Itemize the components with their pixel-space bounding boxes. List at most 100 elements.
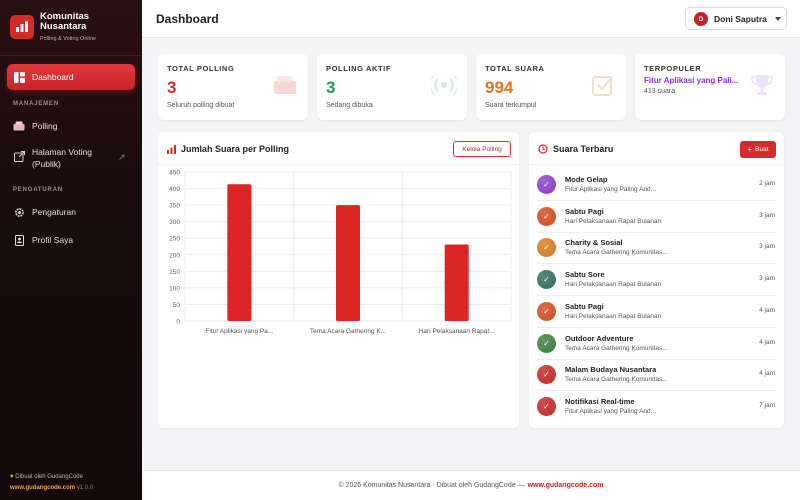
plus-icon: +	[747, 145, 753, 154]
kelola-polling-button[interactable]: Kelola Polling	[453, 141, 511, 157]
gear-icon	[13, 206, 25, 218]
vote-list-item[interactable]: ✓ Sabtu Pagi Hari Pelaksanaan Rapat Bulana…	[537, 297, 776, 328]
sidebar-item-dashboard-content[interactable]: Dashboard	[13, 71, 74, 83]
y-tick-label: 50	[173, 302, 181, 309]
chart-card-header: Jumlah Suara per Polling	[167, 144, 289, 154]
vote-option-title: Sabtu Pagi	[565, 206, 604, 216]
trophy-icon	[749, 74, 775, 96]
vote-time: 3 jam	[759, 243, 775, 251]
vote-list-item[interactable]: ✓ Sabtu Pagi Hari Pelaksanaan Rapat Bulana…	[537, 202, 776, 233]
bar-chart-icon	[167, 144, 176, 154]
box-icon	[13, 120, 25, 132]
check-icon: ✓	[537, 270, 556, 290]
y-tick-label: 450	[169, 170, 180, 177]
stat-card-total-suara: TOTAL SUARA 994 Suara terkumpul	[476, 54, 626, 120]
vote-option-title: Malam Budaya Nusantara	[565, 365, 657, 375]
section-manajemen: MANAJEMEN	[13, 101, 59, 107]
check-icon: ✓	[537, 365, 556, 385]
votes-card-title: Suara Terbaru	[553, 144, 614, 154]
sidebar-item-profil[interactable]: Profil Saya	[13, 234, 73, 246]
id-card-icon	[13, 234, 25, 246]
brand-name: Komunitas Nusantara	[40, 11, 90, 32]
vote-list-item[interactable]: ✓ Charity & Sosial Tema Acara Gathering Ko…	[537, 233, 776, 265]
stat-label: TOTAL SUARA	[485, 64, 545, 73]
vote-option-title: Charity & Sosial	[565, 238, 623, 248]
dashboard-icon	[13, 71, 25, 83]
sidebar-credit-text: Dibuat oleh GudangCode	[15, 474, 83, 480]
vote-list-item[interactable]: ✓ Malam Budaya Nusantara Tema Acara Gather…	[537, 360, 776, 392]
x-tick-label: Tema Acara Gathering K...	[310, 328, 386, 335]
vote-poll-name: Tema Acara Gathering Komunitas...	[565, 376, 668, 384]
user-menu-button[interactable]: D Doni Saputra	[685, 7, 787, 30]
sidebar-item-label: Pengaturan	[32, 207, 76, 217]
vote-list-item[interactable]: ✓ Mode Gelap Fitur Aplikasi yang Paling An…	[537, 170, 776, 201]
vote-time: 2 jam	[759, 180, 775, 187]
clock-icon	[538, 144, 548, 154]
vote-option-title: Sabtu Sore	[565, 270, 605, 280]
page-title: Dashboard	[156, 12, 219, 26]
stat-label: POLLING AKTIF	[326, 64, 392, 73]
vote-list-item[interactable]: ✓ Outdoor Adventure Tema Acara Gathering K…	[537, 329, 776, 360]
chart-bar	[336, 205, 360, 321]
vote-poll-name: Tema Acara Gathering Komunitas...	[565, 249, 668, 257]
footer-text: © 2026 Komunitas Nusantara · Dibuat oleh…	[338, 482, 525, 489]
chart-card: Jumlah Suara per Polling Kelola Polling …	[158, 132, 519, 428]
vote-poll-name: Hari Pelaksanaan Rapat Bulanan	[565, 281, 662, 289]
votes-card-header: Suara Terbaru	[538, 144, 613, 154]
stat-card-terpopuler: TERPOPULER Fitur Aplikasi yang Pali... 4…	[635, 54, 785, 120]
box-icon	[272, 74, 298, 96]
checkbox-icon	[590, 74, 616, 96]
vote-option-title: Mode Gelap	[565, 175, 608, 184]
vote-time: 3 jam	[759, 275, 775, 283]
chart-bar	[227, 184, 252, 321]
chart-card-title: Jumlah Suara per Polling	[181, 144, 290, 154]
y-tick-label: 200	[169, 252, 180, 259]
page-footer: © 2026 Komunitas Nusantara · Dibuat oleh…	[142, 470, 800, 500]
vote-time: 4 jam	[759, 338, 775, 346]
vote-list-item[interactable]: ✓ Sabtu Sore Hari Pelaksanaan Rapat Bulana…	[537, 265, 776, 297]
brand[interactable]: Komunitas Nusantara Polling & Voting Onl…	[10, 12, 136, 44]
sidebar-credit: ♥ Dibuat oleh GudangCode	[10, 474, 83, 480]
vote-option-title: Outdoor Adventure	[565, 333, 634, 343]
check-icon: ✓	[537, 238, 556, 258]
caret-down-icon	[775, 17, 781, 21]
voting-label-line2: (Publik)	[32, 159, 61, 169]
sidebar-item-label: Dashboard	[32, 72, 74, 82]
check-icon: ✓	[537, 396, 556, 416]
buat-button[interactable]: + Buat	[740, 141, 776, 158]
y-tick-label: 150	[169, 269, 180, 276]
sidebar-footer-link: www.gudangcode.com v1.0.0	[10, 485, 93, 491]
y-tick-label: 400	[169, 186, 180, 193]
sidebar-footer-url[interactable]: www.gudangcode.com	[10, 485, 76, 491]
vote-list-item[interactable]: ✓ Notifikasi Real-time Fitur Aplikasi yang…	[537, 392, 776, 423]
y-tick-label: 300	[169, 219, 180, 226]
x-tick-label: Hari Pelaksanaan Rapat...	[419, 328, 495, 335]
vote-poll-name: Hari Pelaksanaan Rapat Bulanan	[565, 312, 662, 320]
sidebar-item-label-voting: Halaman Voting (Publik)	[32, 146, 92, 170]
buat-button-label: Buat	[755, 146, 769, 153]
footer-link[interactable]: www.gudangcode.com	[527, 482, 604, 489]
recent-votes-card: Suara Terbaru + Buat ✓ Mode Gelap Fitur Ap…	[529, 132, 784, 428]
stat-sub: Sedang dibuka	[326, 102, 373, 109]
chart-bar	[444, 244, 469, 321]
check-icon: ✓	[537, 175, 556, 194]
sidebar-item-dashboard[interactable]	[7, 64, 135, 90]
stat-value: 3	[167, 78, 177, 97]
vote-time: 7 jam	[759, 401, 775, 409]
user-name: Doni Saputra	[714, 14, 767, 24]
sidebar-item-polling[interactable]: Polling	[13, 120, 58, 132]
app-version: v1.0.0	[76, 485, 94, 491]
sidebar-item-voting-publik[interactable]: Halaman Voting (Publik)	[13, 146, 92, 170]
vote-poll-name: Hari Pelaksanaan Rapat Bulanan	[565, 217, 662, 225]
brand-subtitle: Polling & Voting Online	[40, 36, 96, 42]
vote-poll-name: Tema Acara Gathering Komunitas...	[565, 344, 668, 352]
top-header: Dashboard D Doni Saputra	[142, 0, 800, 38]
sidebar-divider	[0, 55, 142, 56]
y-tick-label: 0	[176, 319, 180, 326]
stat-sub: Suara terkumpul	[485, 102, 537, 109]
bar-chart-logo-icon	[10, 15, 34, 39]
check-icon: ✓	[537, 333, 556, 353]
external-link-icon	[13, 150, 25, 162]
sidebar-item-pengaturan[interactable]: Pengaturan	[13, 206, 76, 218]
y-tick-label: 350	[169, 203, 180, 210]
